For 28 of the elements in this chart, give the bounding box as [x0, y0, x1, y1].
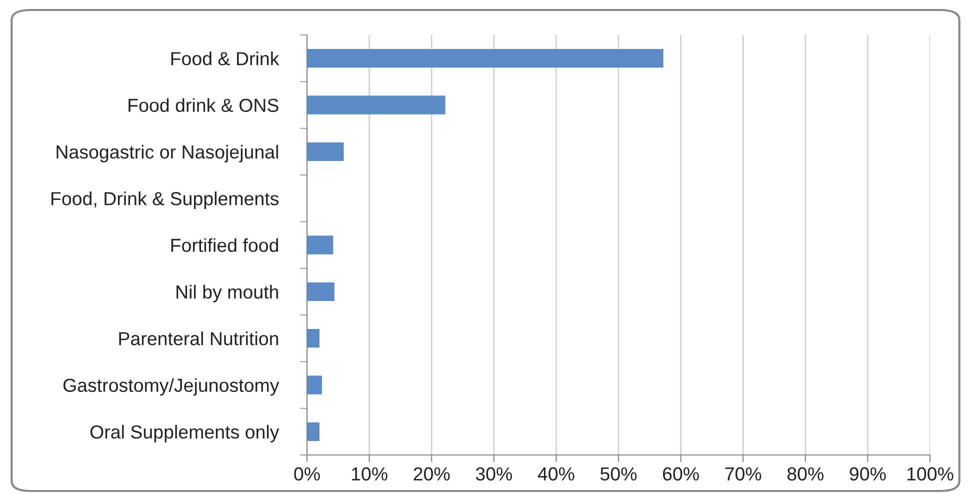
y-tick-label: Fortified food: [171, 238, 278, 252]
y-tick-label: Oral Supplements only: [90, 424, 280, 442]
bar: [307, 96, 446, 114]
y-tick-label: Food drink & ONS: [128, 98, 278, 112]
y-tick-label: Gastrostomy/Jejunostomy: [63, 378, 280, 396]
x-tick-label: 90%: [850, 467, 886, 481]
x-tick-label: 10%: [352, 467, 388, 481]
bar: [307, 329, 320, 348]
x-tick-label: 0%: [294, 467, 320, 481]
x-tick-label: 30%: [476, 467, 512, 481]
y-tick-label: Nil by mouth: [176, 284, 278, 302]
x-tick-label: 80%: [787, 467, 824, 481]
x-tick-label: 100%: [907, 467, 954, 481]
bar: [307, 282, 334, 301]
bar: [307, 236, 334, 254]
x-tick-label: 70%: [725, 467, 762, 481]
bar: [307, 49, 664, 68]
x-tick-label: 20%: [414, 467, 450, 481]
x-tick-label: 60%: [662, 467, 699, 481]
y-tick-label: Food, Drink & Supplements: [52, 192, 279, 210]
y-tick-label: Nasogastric or Nasojejunal: [56, 144, 278, 162]
y-tick-label: Parenteral Nutrition: [119, 332, 278, 346]
bar: [307, 422, 320, 441]
bar: [307, 376, 322, 394]
x-tick-label: 50%: [600, 467, 637, 481]
y-tick-label: Food & Drink: [171, 52, 280, 66]
x-tick-label: 40%: [538, 467, 574, 481]
bar: [307, 142, 344, 161]
